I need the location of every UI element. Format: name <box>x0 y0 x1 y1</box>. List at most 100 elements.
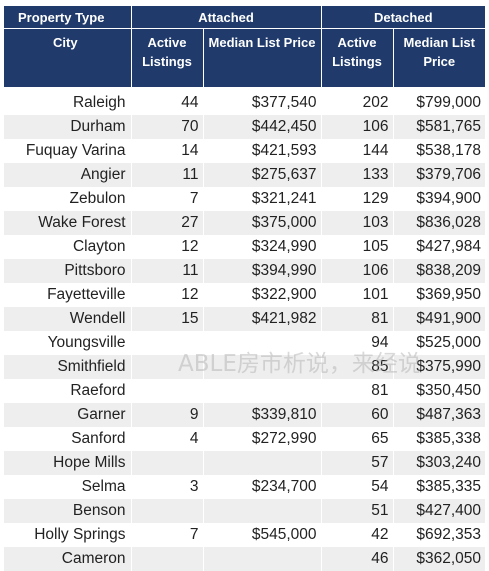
detached-price-cell: $838,209 <box>393 259 485 283</box>
city-cell: Fuquay Varina <box>4 139 132 163</box>
detached-price-cell: $538,178 <box>393 139 485 163</box>
detached-listings-cell: 202 <box>321 87 394 115</box>
detached-listings-cell: 144 <box>321 139 394 163</box>
attached-listings-cell: 15 <box>131 307 204 331</box>
table-row: Zebulon 7 $321,241 129 $394,900 <box>4 187 485 211</box>
detached-price-cell: $379,706 <box>393 163 485 187</box>
attached-median-price-header: Median List Price <box>203 28 322 87</box>
attached-listings-cell: 27 <box>131 211 204 235</box>
attached-listings-cell: 44 <box>131 87 204 115</box>
detached-listings-cell: 133 <box>321 163 394 187</box>
detached-listings-cell: 129 <box>321 187 394 211</box>
attached-price-cell: $377,540 <box>203 87 322 115</box>
attached-price-cell: $275,637 <box>203 163 322 187</box>
city-cell: Holly Springs <box>4 523 132 547</box>
table-row: Smithfield 85 $375,990 <box>4 355 485 379</box>
detached-listings-cell: 42 <box>321 523 394 547</box>
table-row: Fuquay Varina 14 $421,593 144 $538,178 <box>4 139 485 163</box>
city-cell: Cameron <box>4 547 132 571</box>
detached-price-cell: $799,000 <box>393 87 485 115</box>
detached-listings-cell: 65 <box>321 427 394 451</box>
detached-price-cell: $581,765 <box>393 115 485 139</box>
attached-listings-cell <box>131 355 204 379</box>
attached-price-cell: $545,000 <box>203 523 322 547</box>
attached-price-cell: $421,982 <box>203 307 322 331</box>
city-cell: Durham <box>4 115 132 139</box>
detached-price-cell: $385,338 <box>393 427 485 451</box>
attached-listings-cell: 12 <box>131 235 204 259</box>
attached-listings-cell: 14 <box>131 139 204 163</box>
attached-price-cell <box>203 499 322 523</box>
city-cell: Pittsboro <box>4 259 132 283</box>
detached-listings-cell: 106 <box>321 115 394 139</box>
detached-price-cell: $375,990 <box>393 355 485 379</box>
attached-price-cell <box>203 379 322 403</box>
attached-active-listings-header: Active Listings <box>131 28 204 87</box>
watermark: ABLE房市析说，来经说 <box>178 351 421 377</box>
city-cell: Sanford <box>4 427 132 451</box>
attached-price-cell: $375,000 <box>203 211 322 235</box>
attached-listings-cell <box>131 331 204 355</box>
table-row: Cameron 46 $362,050 <box>4 547 485 571</box>
table-row: Raeford 81 $350,450 <box>4 379 485 403</box>
city-cell: Benson <box>4 499 132 523</box>
detached-listings-cell: 51 <box>321 499 394 523</box>
table-row: Durham 70 $442,450 106 $581,765 <box>4 115 485 139</box>
table-row: Fayetteville 12 $322,900 101 $369,950 <box>4 283 485 307</box>
detached-price-cell: $350,450 <box>393 379 485 403</box>
detached-price-cell: $491,900 <box>393 307 485 331</box>
detached-price-cell: $427,400 <box>393 499 485 523</box>
attached-listings-cell <box>131 499 204 523</box>
attached-listings-cell: 12 <box>131 283 204 307</box>
detached-price-cell: $487,363 <box>393 403 485 427</box>
city-cell: Smithfield <box>4 355 132 379</box>
attached-price-cell: $339,810 <box>203 403 322 427</box>
detached-price-cell: $385,335 <box>393 475 485 499</box>
city-cell: Zebulon <box>4 187 132 211</box>
city-cell: Youngsville <box>4 331 132 355</box>
detached-price-cell: $394,900 <box>393 187 485 211</box>
attached-listings-cell: 70 <box>131 115 204 139</box>
attached-listings-cell: 4 <box>131 427 204 451</box>
detached-listings-cell: 103 <box>321 211 394 235</box>
detached-price-cell: $427,984 <box>393 235 485 259</box>
detached-price-cell: $369,950 <box>393 283 485 307</box>
table-header: Property Type Attached Detached City Act… <box>4 6 485 87</box>
detached-header: Detached <box>321 6 485 29</box>
attached-price-cell: $321,241 <box>203 187 322 211</box>
detached-active-listings-header: Active Listings <box>321 28 394 87</box>
attached-price-cell <box>203 547 322 571</box>
detached-listings-cell: 94 <box>321 331 394 355</box>
detached-listings-cell: 81 <box>321 379 394 403</box>
table-row: Angier 11 $275,637 133 $379,706 <box>4 163 485 187</box>
table-row: Holly Springs 7 $545,000 42 $692,353 <box>4 523 485 547</box>
detached-listings-cell: 106 <box>321 259 394 283</box>
city-cell: Raeford <box>4 379 132 403</box>
detached-price-cell: $836,028 <box>393 211 485 235</box>
detached-median-price-header: Median List Price <box>393 28 485 87</box>
attached-listings-cell: 11 <box>131 259 204 283</box>
table-row: Hope Mills 57 $303,240 <box>4 451 485 475</box>
attached-price-cell: $394,990 <box>203 259 322 283</box>
table-row: Raleigh 44 $377,540 202 $799,000 <box>4 87 485 115</box>
detached-listings-cell: 46 <box>321 547 394 571</box>
attached-price-cell: $324,990 <box>203 235 322 259</box>
detached-price-cell: $362,050 <box>393 547 485 571</box>
table-row: Selma 3 $234,700 54 $385,335 <box>4 475 485 499</box>
table-row: Wendell 15 $421,982 81 $491,900 <box>4 307 485 331</box>
detached-listings-cell: 54 <box>321 475 394 499</box>
attached-listings-cell: 3 <box>131 475 204 499</box>
city-cell: Selma <box>4 475 132 499</box>
city-cell: Fayetteville <box>4 283 132 307</box>
detached-price-cell: $525,000 <box>393 331 485 355</box>
attached-listings-cell: 9 <box>131 403 204 427</box>
attached-listings-cell: 7 <box>131 187 204 211</box>
attached-price-cell <box>203 355 322 379</box>
detached-listings-cell: 57 <box>321 451 394 475</box>
attached-price-cell: $442,450 <box>203 115 322 139</box>
table-row: Sanford 4 $272,990 65 $385,338 <box>4 427 485 451</box>
attached-listings-cell <box>131 379 204 403</box>
table-row: Clayton 12 $324,990 105 $427,984 <box>4 235 485 259</box>
table-row: Wake Forest 27 $375,000 103 $836,028 <box>4 211 485 235</box>
detached-listings-cell: 105 <box>321 235 394 259</box>
